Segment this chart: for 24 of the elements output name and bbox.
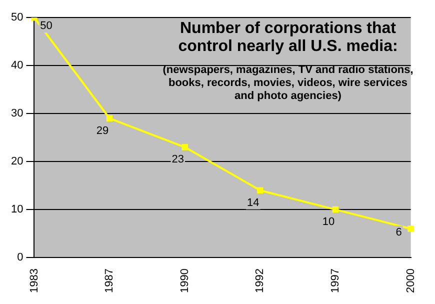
x-tick-label: 2000: [404, 268, 417, 294]
data-label: 6: [396, 226, 402, 238]
y-tick-label: 40: [10, 60, 24, 72]
point: [106, 115, 113, 122]
y-tick-label: 50: [10, 12, 24, 24]
point: [408, 226, 414, 232]
y-tick-label: 10: [10, 204, 24, 216]
y-tick-label: 20: [10, 156, 24, 168]
x-tick-label: 1992: [254, 268, 266, 294]
text: Number of corporations that control nearly all U.S. media:: [177, 20, 399, 56]
y-tick-label: 30: [10, 108, 24, 120]
data-label: 14: [247, 196, 260, 209]
point: [182, 144, 188, 150]
x-tick-label: 1987: [104, 268, 116, 294]
y-tick-label: 0: [17, 252, 24, 264]
data-label: 10: [322, 216, 335, 228]
data-label: 50: [40, 20, 52, 32]
x-tick-label: 1990: [178, 268, 191, 294]
point: [257, 187, 264, 194]
x-tick-label: 1983: [28, 268, 40, 294]
data-label: 29: [96, 124, 109, 137]
x-tick-label: 1997: [330, 268, 342, 294]
point: [332, 206, 339, 213]
data-label: 23: [172, 154, 184, 166]
